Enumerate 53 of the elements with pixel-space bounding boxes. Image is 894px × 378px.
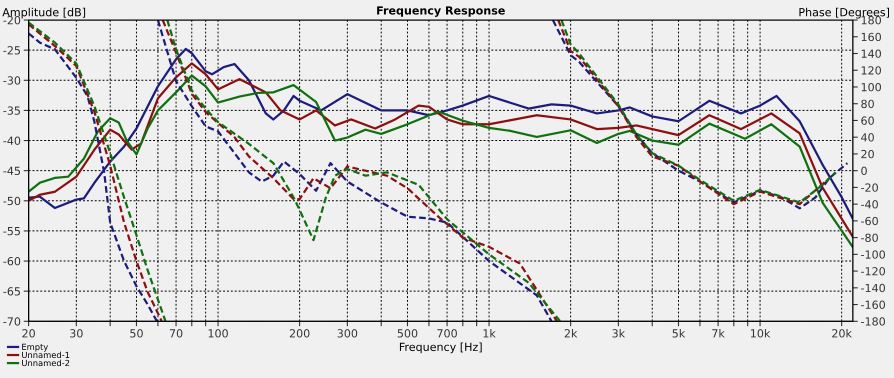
y-tick-label: -60 — [3, 257, 20, 266]
y-tick-label: -70 — [3, 317, 20, 326]
y2-tick-label: 180 — [862, 16, 881, 24]
x-tick-label: 500 — [398, 329, 418, 338]
y2-tick-label: 140 — [862, 49, 881, 58]
y-tick-label: -35 — [3, 106, 20, 115]
y2-tick-label: 60 — [861, 116, 874, 125]
x-tick-label: 5k — [672, 328, 686, 338]
y-tick-label: -65 — [3, 287, 20, 296]
y-axis-title: Amplitude [dB] — [2, 8, 86, 19]
y2-axis-title: Phase [Degrees] — [799, 8, 890, 19]
y2-tick-label: -140 — [861, 284, 885, 292]
y2-tick-label: -160 — [861, 300, 885, 309]
y-tick-label: -25 — [3, 46, 20, 55]
x-tick-label: 10k — [751, 328, 770, 338]
legend-label: Unnamed-1 — [22, 352, 70, 358]
x-tick-label: 1k — [484, 328, 496, 338]
x-tick-label: 20 — [22, 329, 35, 338]
x-tick-label: 70 — [170, 329, 182, 338]
y2-tick-label: 120 — [862, 66, 881, 75]
y2-tick-label: 0 — [861, 166, 867, 176]
y-tick-label: -55 — [3, 227, 20, 236]
y2-tick-label: -40 — [861, 200, 878, 209]
legend-label: Unnamed-2 — [22, 360, 70, 366]
x-tick-label: 30 — [70, 329, 83, 338]
y2-tick-label: -20 — [861, 183, 878, 192]
y2-tick-label: 20 — [861, 150, 874, 158]
x-tick-label: 3k — [612, 328, 626, 338]
y2-tick-label: 40 — [861, 133, 874, 142]
y2-tick-label: -80 — [861, 234, 878, 242]
y2-tick-label: -60 — [861, 216, 878, 226]
x-tick-label: 700 — [437, 329, 457, 338]
y2-tick-label: 80 — [861, 100, 874, 108]
x-tick-label: 200 — [290, 329, 310, 338]
x-axis-title: Frequency [Hz] — [400, 342, 482, 354]
x-tick-label: 7k — [712, 328, 725, 338]
y-tick-label: -40 — [3, 136, 20, 145]
x-tick-label: 2k — [564, 328, 578, 338]
y2-tick-label: -120 — [861, 267, 885, 276]
legend-label: Empty — [22, 344, 48, 352]
y-tick-label: -50 — [3, 196, 20, 206]
y-tick-label: -45 — [3, 166, 20, 176]
y-tick-label: -20 — [3, 16, 20, 24]
x-tick-label: 50 — [130, 329, 143, 338]
x-tick-label: 300 — [338, 329, 358, 338]
chart-title: Frequency Response — [377, 6, 505, 17]
y2-tick-label: 160 — [862, 32, 881, 42]
y2-tick-label: -100 — [861, 250, 885, 259]
x-tick-label: 20k — [832, 328, 852, 338]
y2-tick-label: -180 — [861, 317, 885, 326]
y-tick-label: -30 — [3, 76, 20, 85]
x-tick-label: 100 — [208, 329, 228, 338]
y2-tick-label: 100 — [862, 82, 881, 92]
